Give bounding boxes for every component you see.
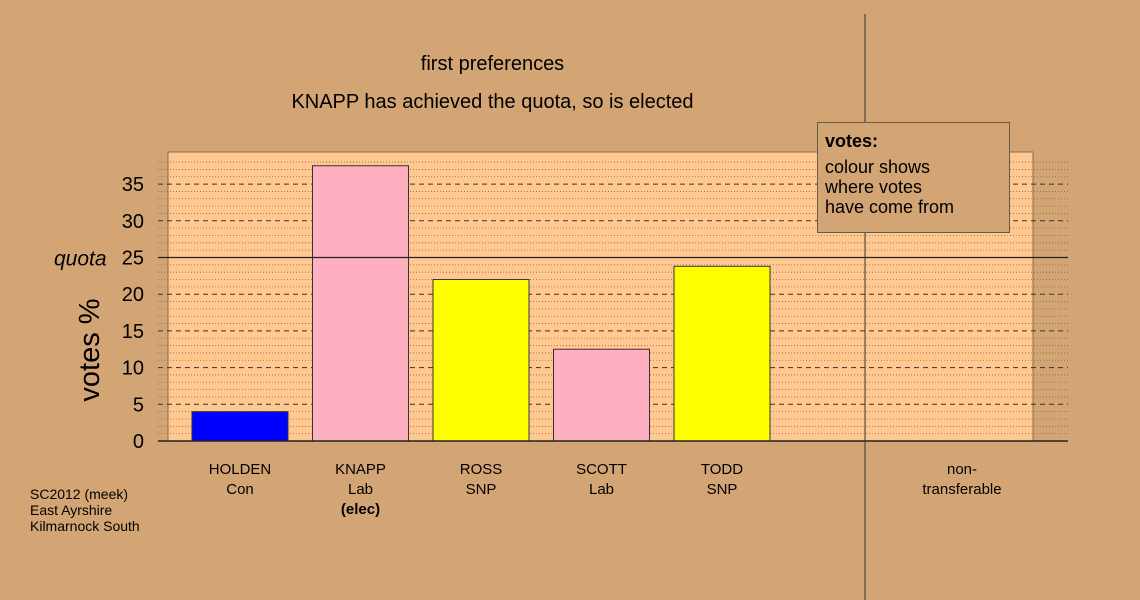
candidate-name: TODD xyxy=(700,461,744,478)
quota-label: quota xyxy=(54,248,107,271)
source-note: SC2012 (meek) East Ayrshire Kilmarnock S… xyxy=(30,486,140,534)
candidate-party: SNP xyxy=(465,481,497,498)
bar-knapp xyxy=(312,165,409,442)
candidate-label-knapp: KNAPP Lab (elec) xyxy=(301,460,421,520)
source-ward: Kilmarnock South xyxy=(30,518,140,534)
y-tick-label: 0 xyxy=(133,431,144,453)
non-transferable-label: non-transferable xyxy=(902,460,1022,500)
legend-box: votes: colour shows where votes have com… xyxy=(817,122,1010,233)
bars xyxy=(191,165,771,442)
y-tick-label: 25 xyxy=(122,248,144,270)
elected-note: (elec) xyxy=(340,501,381,518)
candidate-party: Con xyxy=(226,481,254,498)
candidate-label-holden: HOLDEN Con xyxy=(180,460,300,500)
y-tick-label: 10 xyxy=(122,358,144,380)
source-election: SC2012 (meek) xyxy=(30,486,129,502)
y-axis-label: votes % xyxy=(74,298,106,401)
candidate-label-todd: TODD SNP xyxy=(662,460,782,500)
legend-line-3: have come from xyxy=(825,197,955,217)
y-axis: 0 5 10 15 20 25 30 35 quota votes % xyxy=(54,14,1068,600)
non-transferable-label-line: non- xyxy=(946,461,978,478)
candidate-name: HOLDEN xyxy=(208,461,272,478)
y-tick-label: 20 xyxy=(122,284,144,306)
legend-line-1: colour shows xyxy=(825,157,931,177)
chart-subtitle: KNAPP has achieved the quota, so is elec… xyxy=(291,91,694,113)
candidate-name: SCOTT xyxy=(576,461,627,478)
non-transferable-label-line: transferable xyxy=(922,481,1002,498)
bar-ross xyxy=(432,279,530,442)
legend-line-2: where votes xyxy=(825,177,923,197)
y-tick-label: 35 xyxy=(122,174,144,196)
y-tick-label: 30 xyxy=(122,211,144,233)
chart-title: first preferences xyxy=(420,53,565,75)
candidate-party: Lab xyxy=(588,481,615,498)
source-council: East Ayrshire xyxy=(30,502,113,518)
candidate-label-scott: SCOTT Lab xyxy=(542,460,662,500)
y-tick-label: 5 xyxy=(133,394,144,416)
legend-title: votes: xyxy=(825,131,879,151)
bar-todd xyxy=(673,265,771,442)
candidate-name: ROSS xyxy=(459,461,503,478)
y-tick-label: 15 xyxy=(122,321,144,343)
bar-scott xyxy=(553,348,650,442)
candidate-party: SNP xyxy=(706,481,738,498)
candidate-party: Lab xyxy=(347,481,374,498)
candidate-label-ross: ROSS SNP xyxy=(421,460,541,500)
bar-holden xyxy=(191,411,289,442)
candidate-name: KNAPP xyxy=(335,461,386,478)
